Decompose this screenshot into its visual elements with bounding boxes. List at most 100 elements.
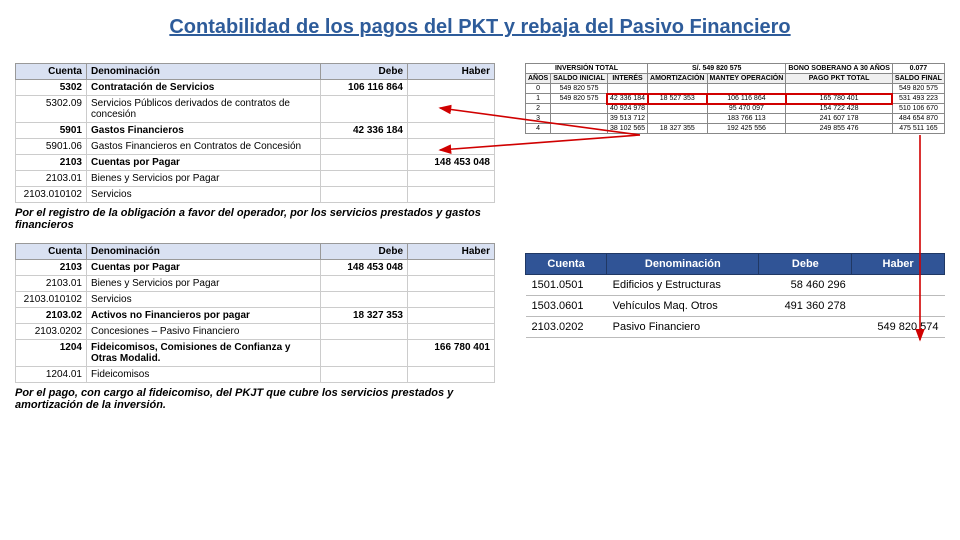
sched-col: AMORTIZACIÓN: [648, 74, 707, 84]
sched-cell: 106 116 864: [707, 94, 786, 104]
cell-haber: [408, 80, 495, 96]
cell-denom: Cuentas por Pagar: [87, 260, 321, 276]
ledger-row: 5302.09Servicios Públicos derivados de c…: [16, 96, 495, 123]
sched-cell: [648, 84, 707, 94]
cell-denom: Servicios: [87, 292, 321, 308]
cell-debe: 42 336 184: [321, 123, 408, 139]
ledger-row: 2103.010102Servicios: [16, 292, 495, 308]
cell-debe: [321, 340, 408, 367]
col-haber: Haber: [408, 244, 495, 260]
sched-row: 1549 820 57542 336 18418 527 353106 116 …: [526, 94, 945, 104]
sched-col: AÑOS: [526, 74, 551, 84]
inv-total-label: INVERSIÓN TOTAL: [526, 64, 648, 74]
sched-cell: 549 820 575: [551, 94, 608, 104]
cell-debe: [321, 367, 408, 383]
sched-cell: 0: [526, 84, 551, 94]
cell-cuenta: 2103.010102: [16, 187, 87, 203]
col-haber: Haber: [852, 254, 945, 275]
schedule-table: INVERSIÓN TOTAL S/. 549 820 575 BONO SOB…: [525, 63, 945, 134]
bono-value: 0.077: [892, 64, 944, 74]
ledger-row: 5901Gastos Financieros42 336 184: [16, 123, 495, 139]
ledger-row: 2103Cuentas por Pagar148 453 048: [16, 155, 495, 171]
ledger-1-note: Por el registro de la obligación a favor…: [15, 207, 495, 231]
sched-cell: 183 766 113: [707, 114, 786, 124]
cell-debe: 106 116 864: [321, 80, 408, 96]
cell-cuenta: 1204.01: [16, 367, 87, 383]
cell-haber: [408, 171, 495, 187]
sched-cell: 165 780 401: [786, 94, 893, 104]
cell-cuenta: 1503.0601: [526, 296, 607, 317]
cell-cuenta: 2103: [16, 155, 87, 171]
ledger-1: Cuenta Denominación Debe Haber 5302Contr…: [15, 63, 495, 203]
cell-cuenta: 2103.01: [16, 171, 87, 187]
cell-haber: 549 820 574: [852, 317, 945, 338]
sched-cell: 38 102 565: [607, 124, 647, 134]
sched-cell: [551, 104, 608, 114]
sched-col: SALDO INICIAL: [551, 74, 608, 84]
sched-cell: 192 425 556: [707, 124, 786, 134]
sched-cell: 154 722 428: [786, 104, 893, 114]
blue-row: 1503.0601Vehículos Maq. Otros491 360 278: [526, 296, 945, 317]
cell-haber: [852, 275, 945, 296]
sched-row: 0549 820 575549 820 575: [526, 84, 945, 94]
sched-col: INTERÉS: [607, 74, 647, 84]
sched-cell: [786, 84, 893, 94]
sched-cell: 42 336 184: [607, 94, 647, 104]
ledger-2-table: Cuenta Denominación Debe Haber 2103Cuent…: [15, 243, 495, 383]
cell-denom: Fideicomisos: [87, 367, 321, 383]
cell-debe: [759, 317, 852, 338]
cell-denom: Contratación de Servicios: [87, 80, 321, 96]
col-cuenta: Cuenta: [526, 254, 607, 275]
cell-haber: 166 780 401: [408, 340, 495, 367]
sched-cell: 484 654 870: [892, 114, 944, 124]
sched-cell: 39 513 712: [607, 114, 647, 124]
sched-cell: 3: [526, 114, 551, 124]
sched-cell: [648, 114, 707, 124]
cell-denom: Bienes y Servicios por Pagar: [87, 171, 321, 187]
cell-haber: [408, 276, 495, 292]
cell-haber: [408, 308, 495, 324]
col-debe: Debe: [321, 64, 408, 80]
cell-haber: [408, 260, 495, 276]
cell-denom: Servicios: [87, 187, 321, 203]
cell-debe: [321, 96, 408, 123]
cell-debe: 58 460 296: [759, 275, 852, 296]
cell-debe: 148 453 048: [321, 260, 408, 276]
ledger-2-note: Por el pago, con cargo al fideicomiso, d…: [15, 387, 495, 411]
sched-col: SALDO FINAL: [892, 74, 944, 84]
blue-row: 1501.0501Edificios y Estructuras58 460 2…: [526, 275, 945, 296]
sched-cell: 1: [526, 94, 551, 104]
col-cuenta: Cuenta: [16, 64, 87, 80]
ledger-row: 2103.01Bienes y Servicios por Pagar: [16, 276, 495, 292]
sched-row: 339 513 712183 766 113241 607 178484 654…: [526, 114, 945, 124]
cell-haber: [852, 296, 945, 317]
cell-denom: Concesiones – Pasivo Financiero: [87, 324, 321, 340]
ledger-row: 2103.0202Concesiones – Pasivo Financiero: [16, 324, 495, 340]
cell-denom: Edificios y Estructuras: [607, 275, 759, 296]
page-title: Contabilidad de los pagos del PKT y reba…: [15, 16, 945, 39]
bono-label: BONO SOBERANO A 30 AÑOS: [786, 64, 893, 74]
cell-cuenta: 2103.02: [16, 308, 87, 324]
ledger-row: 5302Contratación de Servicios106 116 864: [16, 80, 495, 96]
ledger-row: 2103Cuentas por Pagar148 453 048: [16, 260, 495, 276]
sched-cell: [707, 84, 786, 94]
col-debe: Debe: [321, 244, 408, 260]
sched-col: PAGO PKT TOTAL: [786, 74, 893, 84]
cell-debe: [321, 171, 408, 187]
cell-haber: [408, 367, 495, 383]
cell-haber: [408, 187, 495, 203]
ledger-row: 1204Fideicomisos, Comisiones de Confianz…: [16, 340, 495, 367]
blue-row: 2103.0202Pasivo Financiero549 820 574: [526, 317, 945, 338]
cell-cuenta: 5302.09: [16, 96, 87, 123]
cell-haber: 148 453 048: [408, 155, 495, 171]
cell-cuenta: 2103.0202: [16, 324, 87, 340]
ledger-1-table: Cuenta Denominación Debe Haber 5302Contr…: [15, 63, 495, 203]
cell-cuenta: 2103.010102: [16, 292, 87, 308]
col-cuenta: Cuenta: [16, 244, 87, 260]
cell-debe: [321, 324, 408, 340]
cell-cuenta: 5901.06: [16, 139, 87, 155]
col-denom: Denominación: [87, 244, 321, 260]
ledger-row: 2103.02Activos no Financieros por pagar1…: [16, 308, 495, 324]
cell-cuenta: 5302: [16, 80, 87, 96]
cell-debe: [321, 187, 408, 203]
